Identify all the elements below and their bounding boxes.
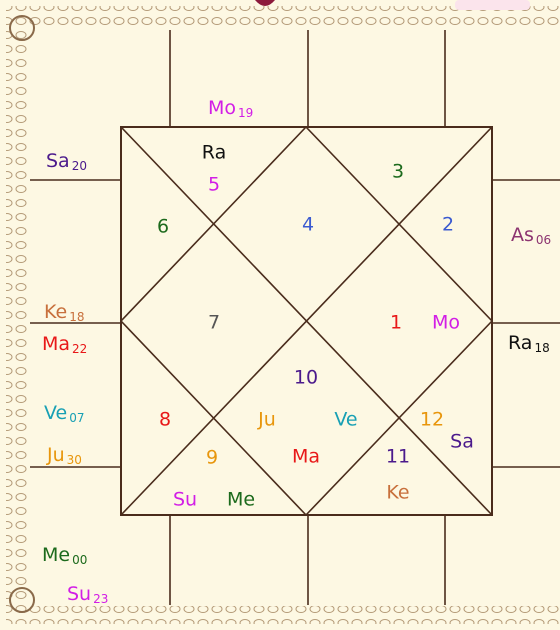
degree: 20: [72, 159, 87, 173]
house-number: 1: [390, 312, 402, 334]
degree: 18: [534, 341, 549, 355]
house-number: 6: [157, 216, 169, 238]
planet: Ju: [257, 409, 276, 431]
planet: Ju: [46, 444, 65, 466]
house-number: 11: [386, 446, 410, 468]
degree: 18: [69, 310, 84, 324]
planet: Ma: [42, 333, 70, 355]
page: 1 Mo 2 3 4 5 Ra 6 7 8 9 Su Me 10 Ju Ve M…: [0, 0, 560, 630]
planet: Ke: [386, 482, 409, 504]
house-number: 7: [208, 312, 220, 334]
degree: 30: [67, 453, 82, 467]
border-bottom: [28, 606, 560, 624]
planet: Sa: [46, 150, 70, 172]
degree: 22: [72, 342, 87, 356]
house-number: 5: [208, 174, 220, 196]
planet: Mo: [432, 312, 460, 334]
planet: As: [511, 224, 534, 246]
planet: Ve: [334, 409, 357, 431]
house-number: 9: [206, 447, 218, 469]
chart-canvas: 1 Mo 2 3 4 5 Ra 6 7 8 9 Su Me 10 Ju Ve M…: [0, 0, 560, 630]
planet: Ra: [508, 332, 532, 354]
degree: 07: [69, 411, 84, 425]
planet: Ve: [44, 402, 67, 424]
planet: Sa: [450, 431, 474, 453]
degree: 00: [72, 553, 87, 567]
planet: Me: [42, 544, 70, 566]
planet: Ma: [292, 446, 320, 468]
house-number: 3: [392, 161, 404, 183]
degree: 19: [238, 106, 253, 120]
planet: Ke: [44, 301, 67, 323]
house-number: 2: [442, 214, 454, 236]
planet: Me: [227, 489, 255, 511]
degree: 23: [93, 592, 108, 606]
planet: Su: [173, 489, 197, 511]
house-number: 4: [302, 214, 314, 236]
house-number: 8: [159, 409, 171, 431]
house-number: 12: [420, 409, 444, 431]
house-number: 10: [294, 367, 318, 389]
planet: Ra: [202, 142, 226, 164]
planet: Mo: [208, 97, 236, 119]
border-left: [6, 6, 28, 624]
top-tab: [455, 0, 530, 10]
degree: 06: [536, 233, 551, 247]
planet: Su: [67, 583, 91, 605]
